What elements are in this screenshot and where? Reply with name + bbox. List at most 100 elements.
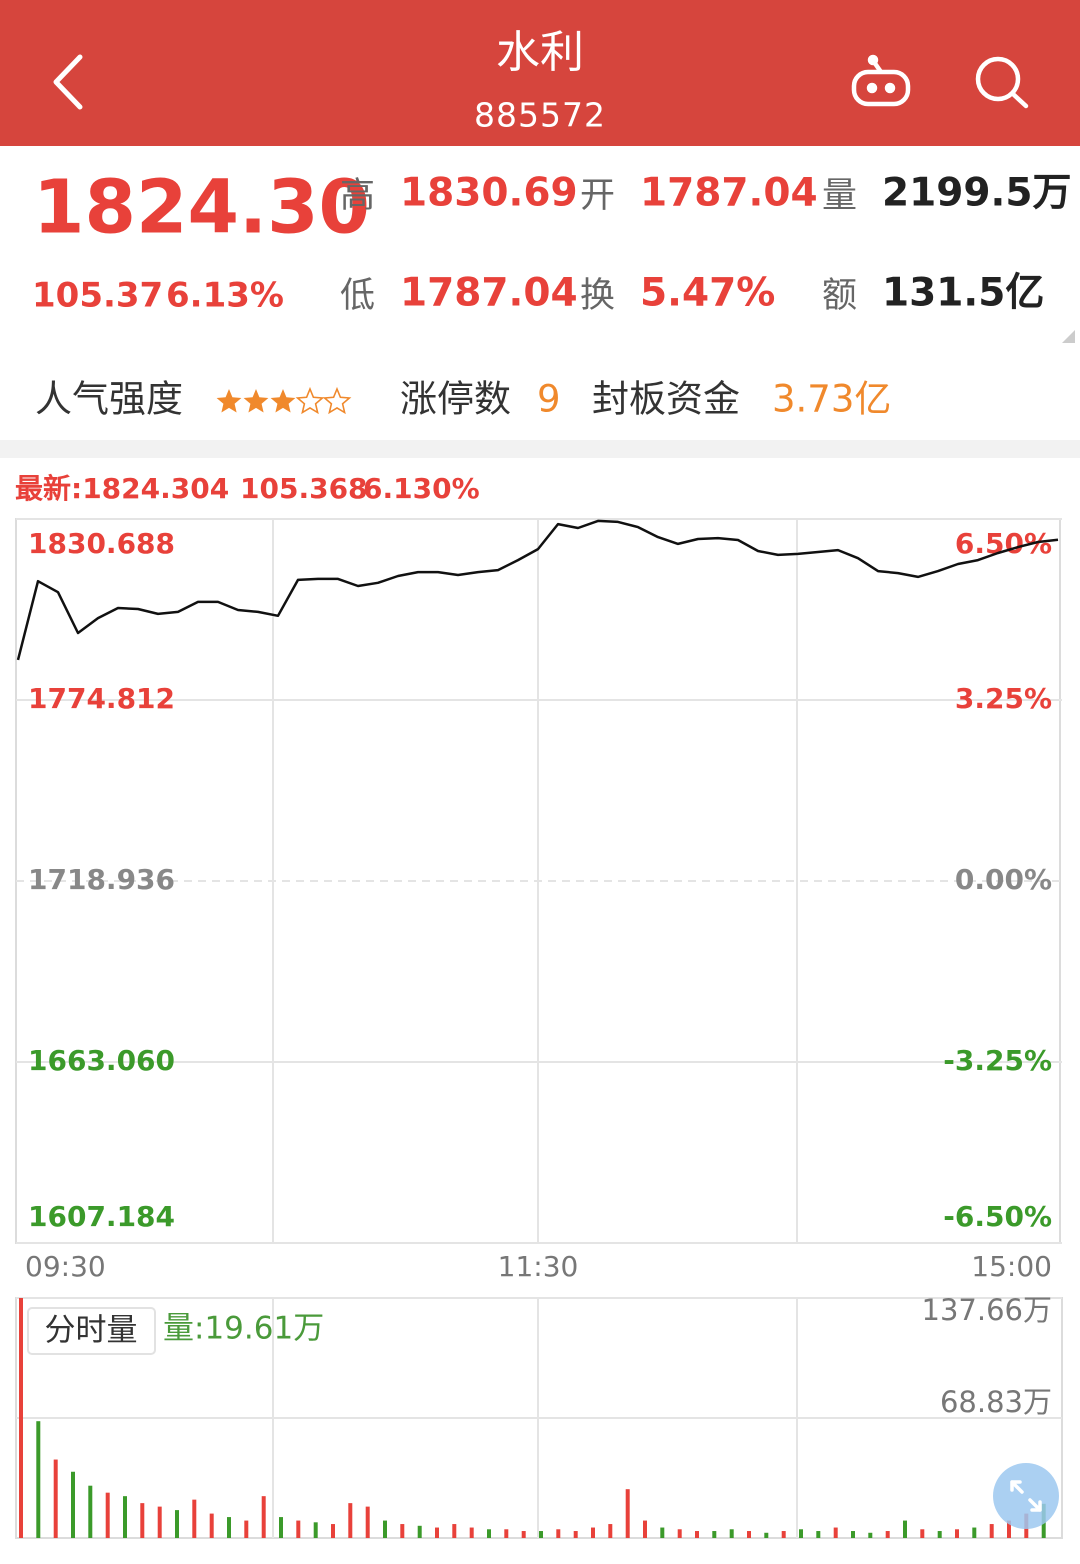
y-tick-label: 137.66万 xyxy=(922,1293,1052,1327)
star-empty xyxy=(295,386,325,415)
star-filled xyxy=(270,389,296,413)
last-price: 1824.30 xyxy=(33,165,370,251)
limit-label: 涨停数 xyxy=(400,378,511,421)
volume-bar xyxy=(209,1513,214,1538)
volume-bar xyxy=(625,1489,630,1538)
volume-bar xyxy=(331,1524,335,1538)
volume-bar xyxy=(851,1531,855,1538)
y2-tick-label: -6.50% xyxy=(943,1200,1052,1233)
volume-bar xyxy=(435,1527,439,1538)
price-change: 105.37 xyxy=(32,276,163,316)
expand-corner[interactable] xyxy=(1062,330,1075,343)
volume-bar xyxy=(521,1531,526,1538)
volume-bar xyxy=(781,1531,786,1538)
stat-label: 低 xyxy=(340,276,375,316)
volume-bar xyxy=(920,1529,925,1538)
volume-bar xyxy=(972,1527,977,1538)
volume-bar xyxy=(348,1503,353,1538)
x-tick-label: 09:30 xyxy=(25,1250,106,1283)
volume-bar xyxy=(105,1492,110,1538)
y-tick-label: 68.83万 xyxy=(940,1385,1052,1419)
volume-bar xyxy=(556,1529,561,1538)
volume-bar xyxy=(88,1485,93,1538)
fullscreen-button[interactable] xyxy=(993,1463,1059,1529)
star-empty xyxy=(322,386,352,415)
volume-bar xyxy=(175,1510,179,1538)
stat-value: 131.5亿 xyxy=(882,271,1044,316)
volume-bar xyxy=(1007,1520,1011,1538)
volume-bar xyxy=(296,1520,301,1538)
y-tick-label: 1607.184 xyxy=(28,1200,175,1233)
stat-value: 1787.04 xyxy=(400,271,578,316)
volume-bar xyxy=(989,1524,994,1538)
price-readout: 最新:1824.304 xyxy=(15,472,229,505)
y2-tick-label: -3.25% xyxy=(943,1044,1052,1077)
volume-tab xyxy=(27,1307,156,1355)
seal-label: 封板资金 xyxy=(592,378,740,421)
volume-bar xyxy=(261,1496,266,1538)
volume-bar xyxy=(417,1525,422,1538)
volume-bar xyxy=(227,1517,231,1538)
volume-bar xyxy=(677,1529,682,1538)
stat-label: 换 xyxy=(580,276,615,316)
volume-bar xyxy=(764,1532,769,1538)
stock-code: 885572 xyxy=(474,96,606,135)
stat-value: 1787.04 xyxy=(640,171,818,216)
volume-bar xyxy=(469,1527,474,1538)
y-tick-label: 1718.936 xyxy=(28,863,175,896)
volume-title: 分时量 xyxy=(45,1313,138,1349)
stock-name: 水利 xyxy=(496,27,584,78)
volume-bar xyxy=(695,1531,699,1538)
volume-bar xyxy=(71,1471,75,1538)
volume-bar xyxy=(123,1496,127,1538)
y-tick-label: 1663.060 xyxy=(28,1044,175,1077)
stat-label: 量 xyxy=(822,176,857,216)
robot-icon[interactable] xyxy=(851,54,911,107)
volume-bar xyxy=(313,1522,318,1538)
y2-tick-label: 6.50% xyxy=(955,527,1052,560)
volume-bar xyxy=(487,1529,491,1538)
price-readout: 105.368 xyxy=(240,472,368,505)
volume-bar xyxy=(816,1531,821,1538)
volume-bar xyxy=(747,1531,751,1538)
stat-label: 高 xyxy=(340,176,375,216)
volume-bar xyxy=(279,1517,283,1538)
stat-label: 开 xyxy=(580,176,615,216)
volume-bar xyxy=(660,1527,665,1538)
price-change-pct: 6.13% xyxy=(166,276,284,316)
volume-bar xyxy=(244,1520,249,1538)
volume-bar xyxy=(591,1527,595,1538)
volume-bar xyxy=(643,1520,647,1538)
volume-bar xyxy=(383,1520,387,1538)
star-filled xyxy=(216,389,242,413)
volume-bar xyxy=(729,1529,734,1538)
price-readout: 6.130% xyxy=(363,472,480,505)
search-icon[interactable] xyxy=(975,56,1029,109)
y2-tick-label: 3.25% xyxy=(955,682,1052,715)
volume-bar xyxy=(885,1531,890,1538)
back-button[interactable] xyxy=(53,54,83,110)
volume-readout: 量:19.61万 xyxy=(163,1311,324,1347)
stat-value: 1830.69 xyxy=(400,171,578,216)
volume-bar xyxy=(53,1459,58,1538)
volume-bar xyxy=(868,1532,873,1538)
limit-count: 9 xyxy=(537,378,561,421)
y2-tick-label: 0.00% xyxy=(955,863,1052,896)
star-rating xyxy=(216,386,352,415)
star-filled xyxy=(243,389,269,413)
y-tick-label: 1774.812 xyxy=(28,682,175,715)
volume-bar xyxy=(712,1531,717,1538)
stat-value: 5.47% xyxy=(640,271,775,316)
stat-value: 2199.5万 xyxy=(882,171,1072,216)
volume-bar xyxy=(140,1503,145,1538)
volume-bar xyxy=(452,1524,457,1538)
volume-bar xyxy=(608,1524,613,1538)
volume-bar xyxy=(19,1298,23,1538)
volume-bar xyxy=(539,1531,543,1538)
volume-bar xyxy=(799,1529,803,1538)
seal-value: 3.73亿 xyxy=(772,378,891,421)
stat-label: 额 xyxy=(822,276,857,316)
